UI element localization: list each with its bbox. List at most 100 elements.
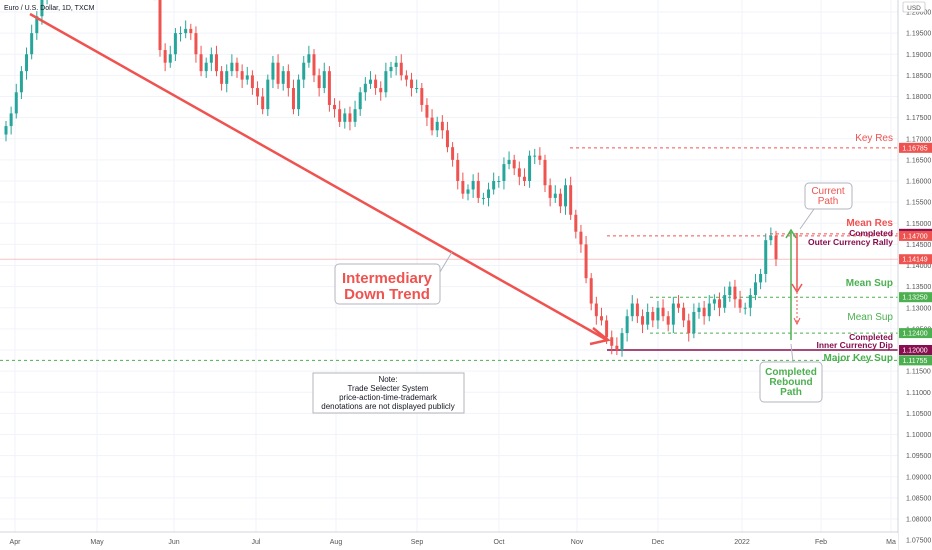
- current-path-line2: Path: [818, 196, 839, 207]
- candle-body: [522, 176, 526, 181]
- completed-inner-line1: Completed: [849, 332, 893, 342]
- candle-body: [271, 62, 275, 80]
- time-tick-label: Feb: [815, 539, 827, 546]
- price-tick-label: 1.16000: [906, 179, 931, 186]
- price-axis-badge: [899, 142, 932, 153]
- candle-body: [774, 235, 778, 260]
- candle-body: [615, 345, 619, 350]
- candle-body: [374, 79, 378, 89]
- candle-body: [599, 316, 603, 321]
- candle-body: [343, 113, 347, 122]
- price-tick-label: 1.13000: [906, 305, 931, 312]
- time-tick-label: Aug: [330, 539, 343, 546]
- candle-body: [214, 54, 218, 72]
- downtrend-line[interactable]: [29, 12, 608, 342]
- downtrend-label-line2: Down Trend: [344, 286, 430, 303]
- candle-body: [168, 54, 172, 63]
- time-tick-label: Ma: [886, 539, 896, 546]
- candle-body: [687, 320, 691, 334]
- price-tick-label: 1.13500: [906, 284, 931, 291]
- candle-body: [163, 50, 167, 63]
- rebound-line3: Path: [780, 387, 802, 398]
- price-axis-badge: [899, 230, 932, 241]
- current-path-line1: Current: [811, 186, 845, 197]
- time-tick-label: Sep: [411, 539, 424, 546]
- price-tick-label: 1.19000: [906, 52, 931, 59]
- time-tick-label: Dec: [652, 539, 665, 546]
- mean-res-label: Mean Res: [846, 218, 893, 229]
- candle-body: [399, 62, 403, 76]
- rebound-callout-box: [759, 361, 823, 403]
- candle-body: [630, 303, 634, 317]
- candle-body: [245, 75, 249, 80]
- mean-sup-upper-label: Mean Sup: [846, 278, 893, 289]
- candle-body: [641, 316, 645, 325]
- candle-body: [194, 33, 198, 55]
- candle-body: [461, 181, 465, 194]
- time-tick-label: Apr: [10, 539, 22, 546]
- candle-body: [425, 104, 429, 118]
- candle-body: [312, 54, 316, 76]
- price-axis-badge: [899, 292, 932, 303]
- price-tick-label: 1.09500: [906, 453, 931, 460]
- candle-body: [610, 337, 614, 346]
- current-path-box: [804, 182, 853, 210]
- candle-body: [646, 311, 650, 325]
- note-title: Note:: [378, 375, 397, 384]
- price-axis-ticks[interactable]: 1.20000 1.19500 1.19000 1.18500 1.18000 1.175…: [906, 10, 931, 545]
- price-axis-badge-text: 1.12000: [902, 348, 927, 355]
- price-tick-label: 1.20000: [906, 10, 931, 17]
- candle-body: [625, 316, 629, 334]
- candle-body: [451, 147, 455, 160]
- candle-body: [225, 71, 229, 84]
- completed-outer-line2: Outer Currency Rally: [808, 237, 893, 247]
- mean-sup-lower-label: Mean Sup: [847, 312, 893, 323]
- candle-body: [184, 28, 188, 34]
- symbol-title[interactable]: Euro / U.S. Dollar, 1D, TXCM: [4, 5, 95, 12]
- candle-body: [738, 299, 742, 308]
- price-tick-label: 1.14000: [906, 263, 931, 270]
- price-tick-label: 1.11500: [906, 369, 931, 376]
- candle-body: [728, 286, 732, 296]
- candle-body: [502, 164, 506, 181]
- candle-body: [466, 189, 470, 194]
- candle-body: [753, 282, 757, 296]
- time-axis-bg: [0, 533, 898, 550]
- candle-body: [759, 273, 763, 283]
- time-tick-label: Nov: [571, 539, 584, 546]
- time-axis-ticks[interactable]: Apr May Jun Jul Aug Sep Oct Nov Dec 2022 Feb Ma: [10, 539, 896, 546]
- candle-body: [9, 113, 13, 127]
- candle-body: [420, 88, 424, 105]
- candle-body: [676, 303, 680, 308]
- candle-body: [733, 286, 737, 300]
- candle-body: [322, 71, 326, 89]
- candle-body: [594, 303, 598, 317]
- candle-body: [394, 62, 398, 67]
- price-tick-label: 1.10000: [906, 432, 931, 439]
- candle-body: [415, 88, 419, 90]
- candle-body: [384, 71, 388, 93]
- downtrend-arrowhead: [589, 327, 611, 346]
- note-box: [312, 372, 465, 414]
- rebound-line1: Completed: [765, 367, 817, 378]
- candle-body: [440, 121, 444, 131]
- candle-body: [564, 185, 568, 207]
- candle-body: [317, 75, 321, 89]
- candle-body: [430, 117, 434, 131]
- note-line2: price-action-time-trademark: [339, 393, 438, 402]
- candle-body: [671, 303, 675, 325]
- candle-body: [358, 92, 362, 110]
- candle-body: [692, 311, 696, 334]
- price-tick-label: 1.15500: [906, 200, 931, 207]
- price-axis-badge-text: 1.14700: [902, 233, 927, 240]
- currency-label: USD: [907, 5, 921, 12]
- price-axis-badge-text: 1.16785: [902, 145, 927, 152]
- candle-body: [389, 66, 393, 72]
- candle-body: [553, 193, 557, 198]
- price-tick-label: 1.17000: [906, 136, 931, 143]
- candle-body: [30, 33, 34, 55]
- candle-body: [548, 185, 552, 198]
- candle-body: [40, 0, 44, 17]
- note-line1: Trade Selecter System: [347, 384, 428, 393]
